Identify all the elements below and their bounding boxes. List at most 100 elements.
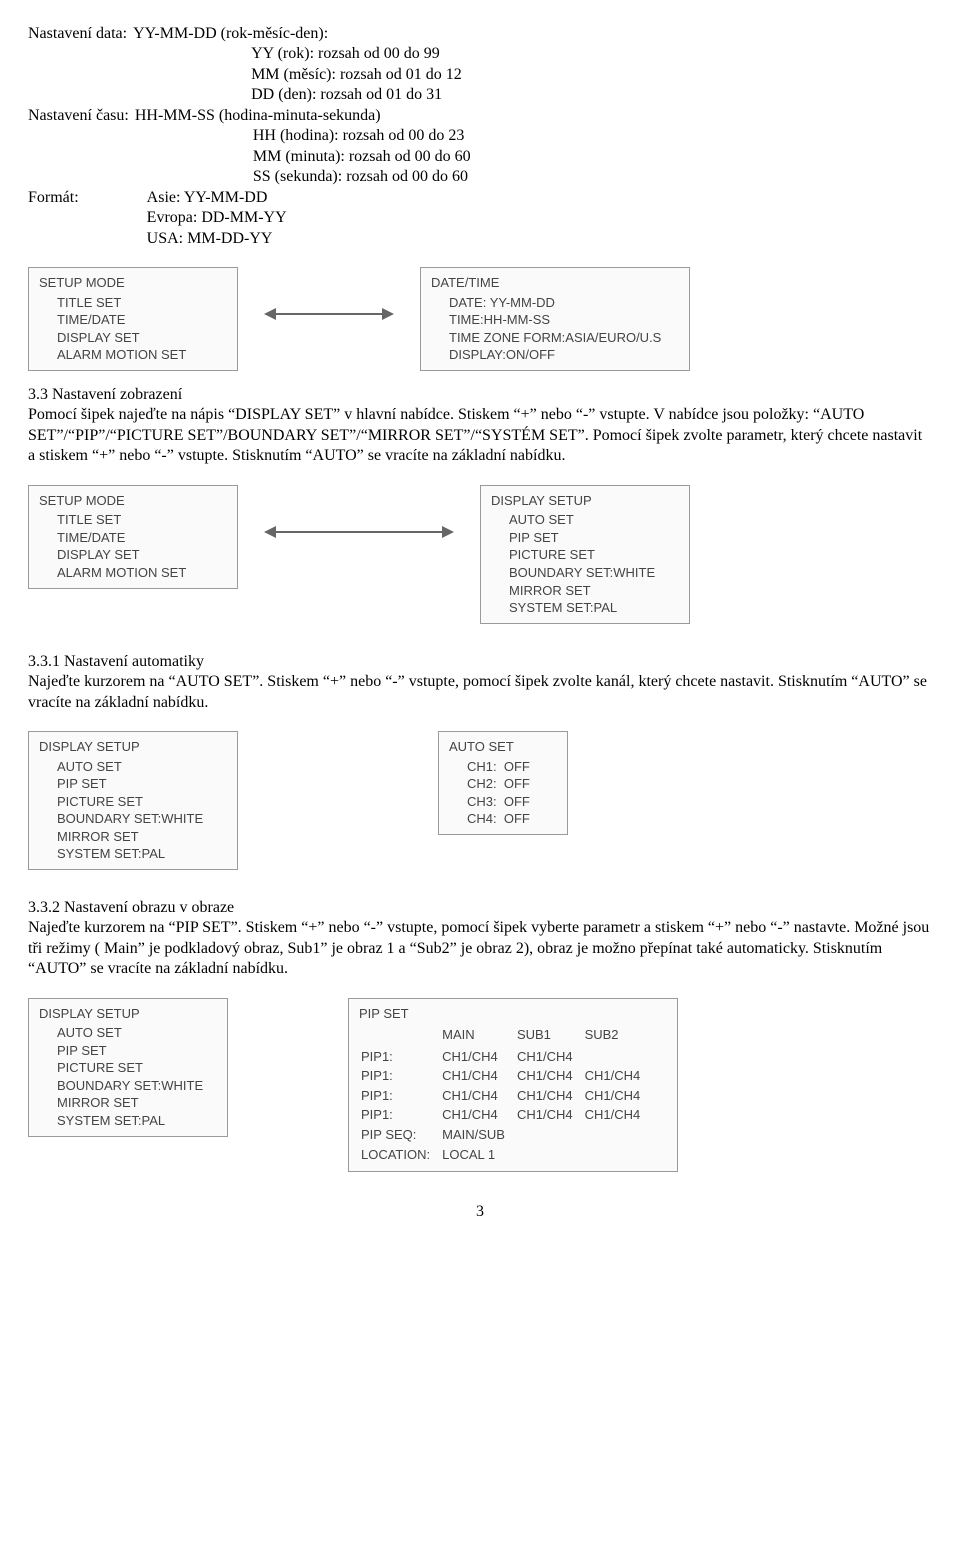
pip-cell: MAIN/SUB bbox=[442, 1126, 515, 1144]
menu-row: TIME ZONE FORM:ASIA/EURO/U.S bbox=[431, 329, 679, 347]
menu-row: ALARM MOTION SET bbox=[39, 564, 227, 582]
menu-setup-mode-1: SETUP MODE TITLE SETTIME/DATEDISPLAY SETA… bbox=[28, 267, 238, 371]
menu-row: SYSTEM SET:PAL bbox=[491, 599, 679, 617]
menu-row: PIP SET bbox=[39, 1042, 217, 1060]
menu-row: MIRROR SET bbox=[39, 1094, 217, 1112]
menu-row: SYSTEM SET:PAL bbox=[39, 1112, 217, 1130]
time-line-mm: MM (minuta): rozsah od 00 do 60 bbox=[135, 147, 471, 167]
menu-row: AUTO SET bbox=[491, 511, 679, 529]
double-arrow-icon bbox=[264, 523, 454, 541]
section-3-3-2: 3.3.2 Nastavení obrazu v obraze Najeďte … bbox=[28, 898, 932, 980]
menu-date-time: DATE/TIMEDATE: YY-MM-DDTIME:HH-MM-SSTIME… bbox=[420, 267, 690, 371]
pip-cell bbox=[585, 1126, 651, 1144]
menu-row: ALARM MOTION SET bbox=[39, 346, 227, 364]
pip-cell: CH1/CH4 bbox=[442, 1048, 515, 1066]
menu-row: DISPLAY SET bbox=[39, 329, 227, 347]
date-title: YY-MM-DD (rok-měsíc-den): bbox=[133, 24, 462, 44]
pip-cell: LOCAL 1 bbox=[442, 1146, 515, 1164]
date-line-mm: MM (měsíc): rozsah od 01 do 12 bbox=[133, 65, 462, 85]
menu-pip-set: PIP SETMAINSUB1SUB2PIP1:CH1/CH4CH1/CH4PI… bbox=[348, 998, 678, 1172]
format-def: Formát: Asie: YY-MM-DD Evropa: DD-MM-YY … bbox=[28, 188, 932, 249]
menu-row: DATE: YY-MM-DD bbox=[431, 294, 679, 312]
menu-row: SYSTEM SET:PAL bbox=[39, 845, 227, 863]
pip-cell: CH1/CH4 bbox=[585, 1067, 651, 1085]
pip-cell: PIP1: bbox=[361, 1087, 440, 1105]
double-arrow-icon bbox=[264, 305, 394, 323]
menu-row: CH2: OFF bbox=[449, 775, 557, 793]
page-number: 3 bbox=[28, 1202, 932, 1222]
time-lines: HH-MM-SS (hodina-minuta-sekunda) HH (hod… bbox=[135, 106, 471, 188]
menu-row: PIP SET bbox=[491, 529, 679, 547]
figure-display-auto: DISPLAY SETUPAUTO SETPIP SETPICTURE SETB… bbox=[28, 731, 932, 870]
paragraph-3-3-1: Najeďte kurzorem na “AUTO SET”. Stiskem … bbox=[28, 672, 932, 713]
menu-header: DISPLAY SETUP bbox=[491, 492, 679, 510]
double-arrow-1 bbox=[238, 267, 420, 323]
menu-row: BOUNDARY SET:WHITE bbox=[491, 564, 679, 582]
menu-row: PICTURE SET bbox=[39, 1059, 217, 1077]
time-def: Nastavení času: HH-MM-SS (hodina-minuta-… bbox=[28, 106, 932, 188]
pip-table: MAINSUB1SUB2PIP1:CH1/CH4CH1/CH4PIP1:CH1/… bbox=[359, 1024, 652, 1165]
time-line-hh: HH (hodina): rozsah od 00 do 23 bbox=[135, 126, 471, 146]
pip-cell: CH1/CH4 bbox=[517, 1067, 583, 1085]
menu-header: SETUP MODE bbox=[39, 274, 227, 292]
pip-cell bbox=[585, 1048, 651, 1066]
section-3-3-1: 3.3.1 Nastavení automatiky Najeďte kurzo… bbox=[28, 652, 932, 713]
figure-display-pip: DISPLAY SETUPAUTO SETPIP SETPICTURE SETB… bbox=[28, 998, 932, 1172]
menu-row: CH3: OFF bbox=[449, 793, 557, 811]
menu-header: DATE/TIME bbox=[431, 274, 679, 292]
pip-cell: CH1/CH4 bbox=[442, 1106, 515, 1124]
section-3-3: 3.3 Nastavení zobrazení Pomocí šipek naj… bbox=[28, 385, 932, 467]
menu-row: CH4: OFF bbox=[449, 810, 557, 828]
menu-header: DISPLAY SETUP bbox=[39, 738, 227, 756]
pip-cell: PIP1: bbox=[361, 1048, 440, 1066]
menu-auto-set: AUTO SET CH1: OFFCH2: OFFCH3: OFFCH4: OFF bbox=[438, 731, 568, 835]
menu-display-setup-2: DISPLAY SETUPAUTO SETPIP SETPICTURE SETB… bbox=[28, 731, 238, 870]
pip-cell: CH1/CH4 bbox=[517, 1048, 583, 1066]
pip-cell: LOCATION: bbox=[361, 1146, 440, 1164]
figure-setup-display: SETUP MODETITLE SETTIME/DATEDISPLAY SETA… bbox=[28, 485, 932, 624]
menu-display-setup-3: DISPLAY SETUPAUTO SETPIP SETPICTURE SETB… bbox=[28, 998, 228, 1137]
pip-cell: CH1/CH4 bbox=[517, 1106, 583, 1124]
menu-row: TIME/DATE bbox=[39, 311, 227, 329]
menu-row: PICTURE SET bbox=[491, 546, 679, 564]
date-line-dd: DD (den): rozsah od 01 do 31 bbox=[133, 85, 462, 105]
double-arrow-2 bbox=[238, 485, 480, 541]
menu-row: PICTURE SET bbox=[39, 793, 227, 811]
pip-col-header bbox=[361, 1026, 440, 1046]
format-asia: Asie: YY-MM-DD bbox=[147, 188, 287, 208]
pip-cell: CH1/CH4 bbox=[585, 1106, 651, 1124]
pip-col-header: SUB2 bbox=[585, 1026, 651, 1046]
pip-cell: CH1/CH4 bbox=[585, 1087, 651, 1105]
paragraph-3-3-2: Najeďte kurzorem na “PIP SET”. Stiskem “… bbox=[28, 918, 932, 979]
heading-3-3-1: 3.3.1 Nastavení automatiky bbox=[28, 652, 932, 672]
menu-row: MIRROR SET bbox=[39, 828, 227, 846]
menu-row: AUTO SET bbox=[39, 758, 227, 776]
menu-setup-mode-2: SETUP MODETITLE SETTIME/DATEDISPLAY SETA… bbox=[28, 485, 238, 589]
figure-setup-datetime: SETUP MODE TITLE SETTIME/DATEDISPLAY SETA… bbox=[28, 267, 932, 371]
menu-header: SETUP MODE bbox=[39, 492, 227, 510]
menu-row: TIME/DATE bbox=[39, 529, 227, 547]
menu-row: MIRROR SET bbox=[491, 582, 679, 600]
pip-cell: PIP1: bbox=[361, 1067, 440, 1085]
pip-cell: CH1/CH4 bbox=[442, 1087, 515, 1105]
menu-header: PIP SET bbox=[359, 1005, 667, 1023]
pip-cell bbox=[517, 1146, 583, 1164]
menu-row: TITLE SET bbox=[39, 294, 227, 312]
heading-3-3: 3.3 Nastavení zobrazení bbox=[28, 385, 932, 405]
pip-cell: CH1/CH4 bbox=[442, 1067, 515, 1085]
date-label: Nastavení data: bbox=[28, 24, 127, 106]
menu-header: AUTO SET bbox=[449, 738, 557, 756]
menu-row: AUTO SET bbox=[39, 1024, 217, 1042]
menu-row: DISPLAY:ON/OFF bbox=[431, 346, 679, 364]
date-settings-block: Nastavení data: YY-MM-DD (rok-měsíc-den)… bbox=[28, 24, 932, 249]
date-lines: YY-MM-DD (rok-měsíc-den): YY (rok): rozs… bbox=[133, 24, 462, 106]
time-line-ss: SS (sekunda): rozsah od 00 do 60 bbox=[135, 167, 471, 187]
format-eu: Evropa: DD-MM-YY bbox=[147, 208, 287, 228]
pip-cell: PIP1: bbox=[361, 1106, 440, 1124]
pip-cell: PIP SEQ: bbox=[361, 1126, 440, 1144]
format-lines: Asie: YY-MM-DD Evropa: DD-MM-YY USA: MM-… bbox=[147, 188, 287, 249]
time-label: Nastavení času: bbox=[28, 106, 129, 188]
menu-display-setup-1: DISPLAY SETUPAUTO SETPIP SETPICTURE SETB… bbox=[480, 485, 690, 624]
menu-row: PIP SET bbox=[39, 775, 227, 793]
menu-row: CH1: OFF bbox=[449, 758, 557, 776]
